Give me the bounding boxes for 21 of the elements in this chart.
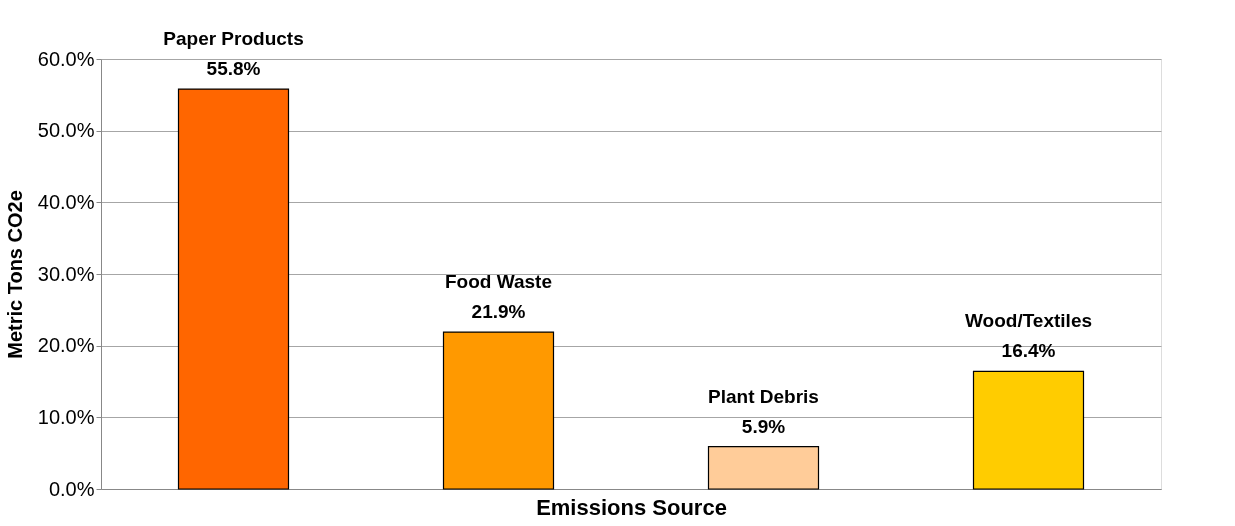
data-label: 5.9% <box>741 415 786 437</box>
y-tick-label: 50.0% <box>37 119 95 142</box>
bar <box>177 88 290 490</box>
y-tick-label: 0.0% <box>48 477 95 500</box>
x-tick-label: Food Waste <box>445 271 552 293</box>
bar <box>442 331 555 490</box>
data-label: 21.9% <box>471 301 526 323</box>
x-tick-label: Wood/Textiles <box>964 310 1093 332</box>
data-label: 16.4% <box>1001 340 1056 362</box>
y-tick-label: 60.0% <box>37 47 95 70</box>
bar <box>707 446 820 490</box>
y-tick-label: 40.0% <box>37 190 95 213</box>
data-label: 55.8% <box>206 58 261 80</box>
y-tick-label: 30.0% <box>37 262 95 285</box>
y-axis-title: Metric Tons CO2e <box>3 190 26 359</box>
y-tick-label: 20.0% <box>37 334 95 357</box>
x-tick-label: Plant Debris <box>708 385 819 407</box>
bar <box>972 370 1085 490</box>
y-tick-label: 10.0% <box>37 405 95 428</box>
x-tick-label: Paper Products <box>163 28 304 50</box>
x-axis-title: Emissions Source <box>536 494 727 520</box>
